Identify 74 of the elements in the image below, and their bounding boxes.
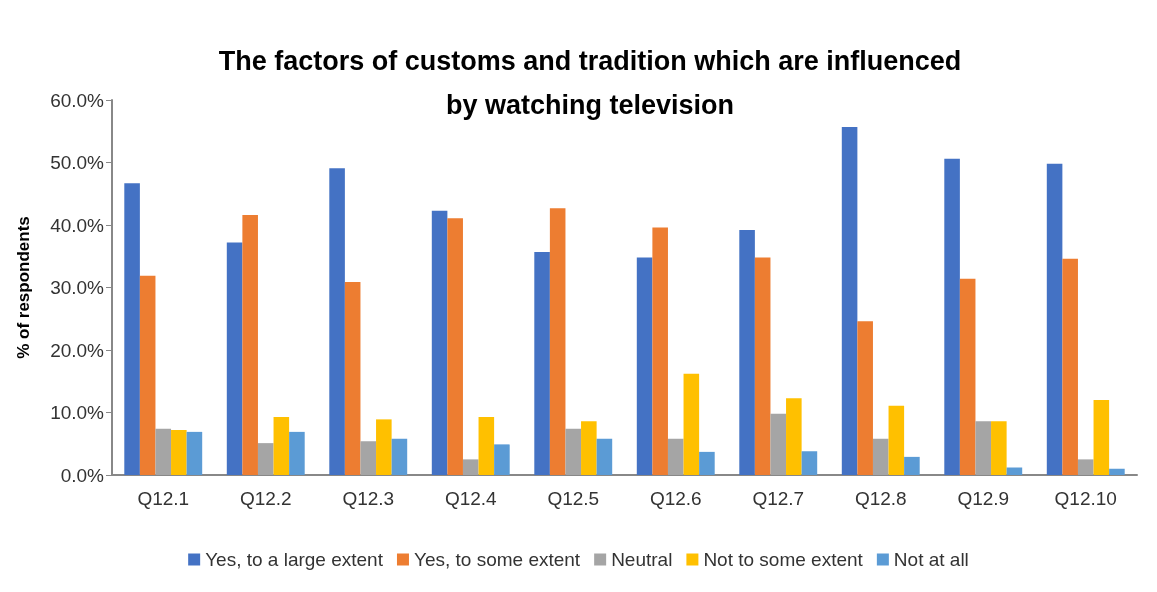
bar xyxy=(462,459,479,475)
x-tick-label: Q12.1 xyxy=(137,488,190,509)
bar xyxy=(124,183,140,475)
bar xyxy=(1109,468,1125,475)
bar xyxy=(273,416,290,475)
bar xyxy=(1062,258,1078,475)
x-tick-label: Q12.9 xyxy=(957,488,1010,509)
y-tick-label: 30.0% xyxy=(50,277,105,298)
legend-label: Neutral xyxy=(611,549,673,570)
bar xyxy=(754,257,771,475)
x-tick-label: Q12.6 xyxy=(649,488,702,509)
x-tick-label: Q12.4 xyxy=(444,488,498,509)
y-tick-label: 40.0% xyxy=(50,214,105,236)
bar xyxy=(872,438,889,475)
bar xyxy=(1093,400,1110,475)
bar xyxy=(699,451,715,475)
bar xyxy=(534,251,550,475)
y-tick-label: 50.0% xyxy=(50,152,105,173)
bar xyxy=(1006,467,1023,475)
x-tick-label: Q12.8 xyxy=(854,488,907,509)
bar xyxy=(1077,459,1094,475)
x-tick-label: Q12.2 xyxy=(239,488,292,509)
bar xyxy=(596,438,613,475)
bar xyxy=(888,405,905,475)
bar xyxy=(329,168,345,475)
bar xyxy=(841,126,858,475)
y-tick-label: 20.0% xyxy=(50,339,105,361)
bar xyxy=(652,227,668,475)
bar xyxy=(155,428,172,475)
bar xyxy=(431,210,448,475)
bar xyxy=(226,242,243,475)
bar xyxy=(549,208,566,475)
bar xyxy=(242,215,258,475)
x-tick-label: Q12.3 xyxy=(342,488,395,509)
bar xyxy=(683,373,700,475)
bar xyxy=(636,257,653,475)
bar xyxy=(786,398,802,475)
bar xyxy=(447,218,463,475)
bar xyxy=(360,441,377,475)
bar xyxy=(171,430,187,475)
y-tick-label: 60.0% xyxy=(50,89,105,111)
bar xyxy=(257,443,274,475)
bar xyxy=(770,413,787,475)
x-tick-label: Q12.7 xyxy=(752,488,805,509)
bar xyxy=(494,444,510,475)
bar xyxy=(991,421,1007,475)
y-axis-title: % of respondents xyxy=(14,216,33,359)
x-tick-label: Q12.10 xyxy=(1054,488,1117,509)
bar xyxy=(801,451,818,475)
bar xyxy=(581,421,597,475)
x-tick-label: Q12.5 xyxy=(547,488,600,509)
bar xyxy=(565,428,582,475)
y-tick-label: 10.0% xyxy=(50,402,105,423)
bar xyxy=(975,421,992,475)
bar xyxy=(139,275,156,475)
bar xyxy=(904,456,920,475)
bar xyxy=(959,278,976,475)
bar xyxy=(186,431,203,475)
bar xyxy=(739,230,755,475)
chart-title: The factors of customs and tradition which are influenced by watching television xyxy=(218,46,962,120)
legend-label: Not at all xyxy=(893,549,969,570)
bar xyxy=(667,438,684,475)
bar xyxy=(376,419,392,475)
legend-label: Yes, to a large extent xyxy=(205,549,384,570)
bar xyxy=(944,158,960,475)
bar xyxy=(289,431,305,475)
bar xyxy=(344,281,361,475)
legend-label: Not to some extent xyxy=(703,549,864,570)
bar xyxy=(478,416,495,475)
bar xyxy=(1046,163,1063,475)
bar xyxy=(857,321,873,475)
legend-label: Yes, to some extent xyxy=(413,549,581,570)
y-tick-label: 0.0% xyxy=(60,464,105,486)
bar xyxy=(391,438,408,475)
